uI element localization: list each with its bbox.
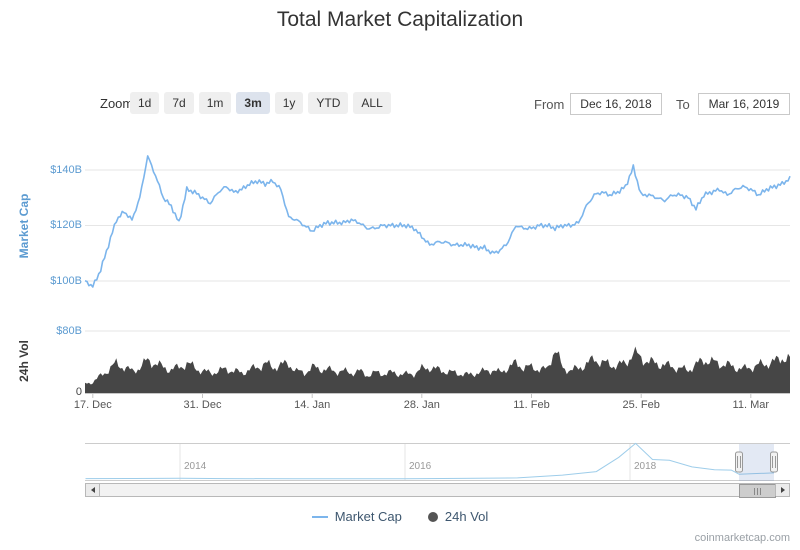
scrollbar-thumb[interactable] [739,484,776,498]
page-title: Total Market Capitalization [276,8,524,31]
navigator-gridlines [179,444,631,480]
volume-area-series [85,346,790,393]
legend: Market Cap 24h Vol [0,509,800,524]
navigator [85,442,790,481]
xtick-11-mar: 11. Mar [732,399,770,411]
ytick-120b: $120B [50,219,82,231]
from-label: From [534,97,565,112]
xtick-14-jan: 14. Jan [294,399,331,411]
chart-toolbar: Zoom 1d 7d 1m 3m 1y YTD ALL From To [0,92,800,116]
xtick-28-jan: 28. Jan [403,399,440,411]
zoom-button-group: 1d 7d 1m 3m 1y YTD ALL [130,92,391,114]
ytick-80b: $80B [56,325,82,337]
scrollbar-left-button[interactable] [86,484,100,496]
attribution: coinmarketcap.com [694,532,790,544]
xtick-17-dec: 17. Dec [73,399,112,411]
navigator-selected-range[interactable] [739,444,774,481]
scrollbar-right-button[interactable] [775,484,789,496]
zoom-button-ytd[interactable]: YTD [308,92,349,114]
ytick-100b: $100B [50,275,82,287]
ytick-0: 0 [75,386,82,398]
scroll-left-arrow-icon [90,487,95,493]
to-date-input[interactable] [698,93,790,115]
market-cap-axis-title: Market Cap [17,193,31,259]
main-gridlines [85,169,790,282]
navigator-right-handle[interactable] [770,451,778,473]
market-cap-line-series [84,155,791,288]
zoom-label: Zoom [100,96,134,111]
legend-label-market-cap: Market Cap [334,509,402,524]
navigator-year-2016: 2016 [409,461,432,472]
legend-item-market-cap[interactable]: Market Cap [311,509,402,524]
xtick-11-feb: 11. Feb [513,399,550,411]
legend-item-24h-vol[interactable]: 24h Vol [427,509,489,524]
x-axis-tick-marks [92,394,752,398]
navigator-sparkline [85,442,775,480]
zoom-button-1d[interactable]: 1d [130,92,160,114]
xtick-25-feb: 25. Feb [622,399,660,411]
zoom-button-7d[interactable]: 7d [164,92,194,114]
navigator-year-2014: 2014 [184,461,207,472]
zoom-button-1y[interactable]: 1y [274,92,304,114]
market-cap-line-swatch-icon [311,515,328,518]
navigator-year-2018: 2018 [634,461,657,472]
scrollbar-track[interactable] [85,483,790,498]
legend-label-24h-vol: 24h Vol [444,509,489,524]
volume-dot-swatch-icon [427,511,438,522]
navigator-left-handle[interactable] [735,451,743,473]
xtick-31-dec: 31. Dec [183,399,222,411]
volume-axis-title: 24h Vol [17,340,31,382]
zoom-button-1m[interactable]: 1m [198,92,232,114]
scrollbar-grip-icon [753,487,762,495]
zoom-button-all[interactable]: ALL [353,92,391,114]
zoom-button-3m[interactable]: 3m [236,92,270,114]
scroll-right-arrow-icon [780,487,785,493]
ytick-140b: $140B [50,164,82,176]
from-date-input[interactable] [570,93,662,115]
to-label: To [676,97,690,112]
